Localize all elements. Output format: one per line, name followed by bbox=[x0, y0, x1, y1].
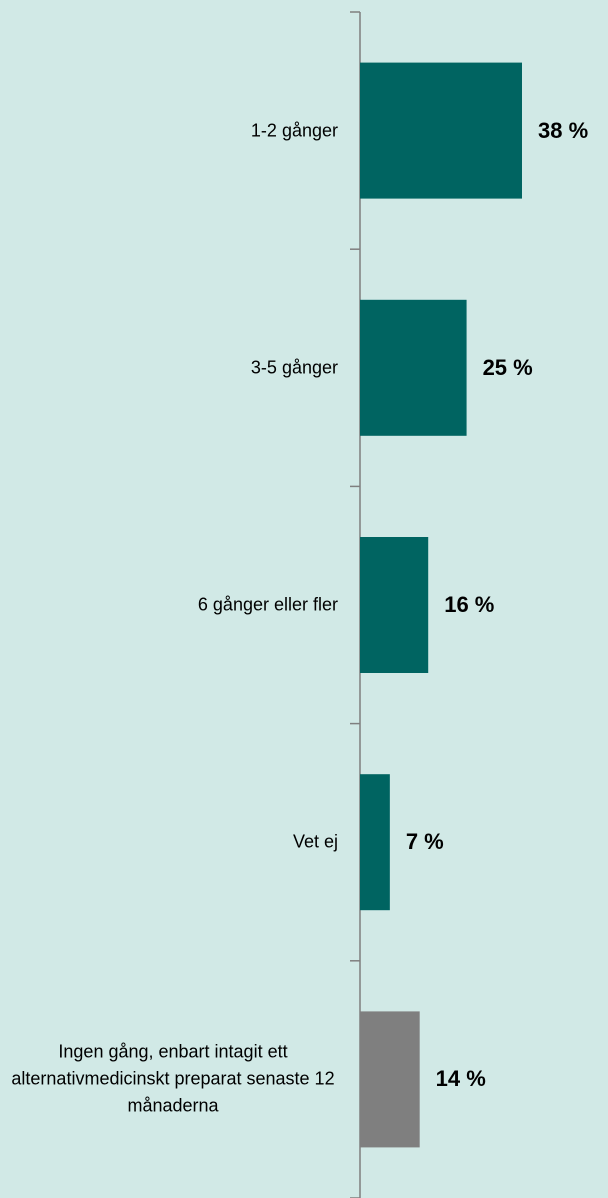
category-label: 1-2 gånger bbox=[250, 120, 338, 141]
bar bbox=[360, 1011, 420, 1148]
category-label: Ingen gång, enbart intagit ett alternati… bbox=[11, 1041, 335, 1116]
value-label: 25 % bbox=[482, 354, 533, 380]
value-label: 7 % bbox=[405, 829, 444, 855]
value-label: 16 % bbox=[444, 592, 495, 617]
value-label: 14 % bbox=[435, 1066, 486, 1092]
category-label: Vet ej bbox=[292, 831, 338, 852]
value-label: 38 % bbox=[537, 117, 589, 143]
bar bbox=[360, 299, 467, 436]
bar bbox=[360, 62, 522, 199]
category-label: 6 gånger eller fler bbox=[197, 594, 338, 615]
category-label: 3-5 gånger bbox=[250, 357, 338, 378]
bar bbox=[360, 537, 429, 673]
bar bbox=[360, 774, 390, 911]
